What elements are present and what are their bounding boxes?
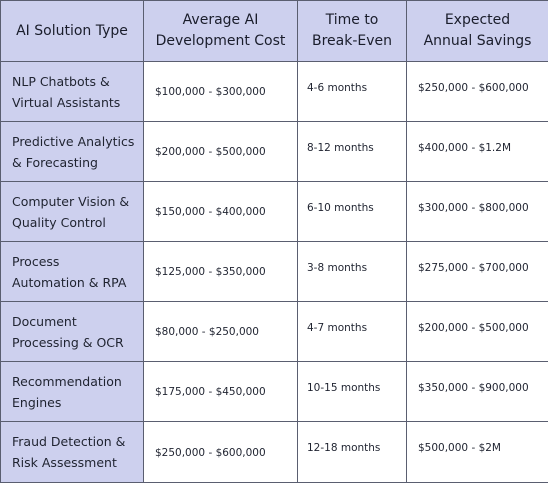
- header-line: Break-Even: [298, 31, 406, 52]
- header-line: Annual Savings: [407, 31, 548, 52]
- solution-type-cell: Predictive Analytics & Forecasting: [1, 122, 144, 182]
- table-row: Fraud Detection & Risk Assessment $250,0…: [1, 422, 548, 483]
- type-line: Engines: [12, 392, 139, 413]
- header-line: Average AI: [144, 10, 297, 31]
- break-even-cell: 12-18 months: [298, 422, 407, 483]
- type-line: Fraud Detection &: [12, 431, 139, 452]
- cost-cell: $150,000 - $400,000: [144, 182, 298, 242]
- solution-type-cell: Computer Vision & Quality Control: [1, 182, 144, 242]
- savings-cell: $300,000 - $800,000: [407, 182, 548, 242]
- cost-cell: $250,000 - $600,000: [144, 422, 298, 483]
- break-even-cell: 10-15 months: [298, 362, 407, 422]
- type-line: Quality Control: [12, 212, 139, 233]
- table-row: Process Automation & RPA $125,000 - $350…: [1, 242, 548, 302]
- solution-type-cell: Process Automation & RPA: [1, 242, 144, 302]
- savings-cell: $350,000 - $900,000: [407, 362, 548, 422]
- type-line: Risk Assessment: [12, 452, 139, 473]
- table-body: NLP Chatbots & Virtual Assistants $100,0…: [1, 62, 548, 483]
- type-line: Document: [12, 311, 139, 332]
- solution-type-cell: Recommendation Engines: [1, 362, 144, 422]
- solution-type-cell: Document Processing & OCR: [1, 302, 144, 362]
- cost-cell: $200,000 - $500,000: [144, 122, 298, 182]
- type-line: Processing & OCR: [12, 332, 139, 353]
- header-row: AI Solution Type Average AI Development …: [1, 1, 548, 62]
- savings-cell: $275,000 - $700,000: [407, 242, 548, 302]
- type-line: NLP Chatbots &: [12, 71, 139, 92]
- solution-type-cell: NLP Chatbots & Virtual Assistants: [1, 62, 144, 122]
- cost-cell: $80,000 - $250,000: [144, 302, 298, 362]
- header-annual-savings: Expected Annual Savings: [407, 1, 548, 62]
- savings-cell: $400,000 - $1.2M: [407, 122, 548, 182]
- header-solution-type: AI Solution Type: [1, 1, 144, 62]
- savings-cell: $250,000 - $600,000: [407, 62, 548, 122]
- type-line: Computer Vision &: [12, 191, 139, 212]
- savings-cell: $500,000 - $2M: [407, 422, 548, 483]
- solution-type-cell: Fraud Detection & Risk Assessment: [1, 422, 144, 483]
- type-line: Automation & RPA: [12, 272, 139, 293]
- break-even-cell: 6-10 months: [298, 182, 407, 242]
- header-line: AI Solution Type: [1, 21, 143, 42]
- savings-cell: $200,000 - $500,000: [407, 302, 548, 362]
- table-row: NLP Chatbots & Virtual Assistants $100,0…: [1, 62, 548, 122]
- type-line: Predictive Analytics: [12, 131, 139, 152]
- break-even-cell: 4-7 months: [298, 302, 407, 362]
- header-line: Expected: [407, 10, 548, 31]
- type-line: & Forecasting: [12, 152, 139, 173]
- table-row: Document Processing & OCR $80,000 - $250…: [1, 302, 548, 362]
- type-line: Process: [12, 251, 139, 272]
- break-even-cell: 8-12 months: [298, 122, 407, 182]
- cost-cell: $125,000 - $350,000: [144, 242, 298, 302]
- table-header: AI Solution Type Average AI Development …: [1, 1, 548, 62]
- break-even-cell: 3-8 months: [298, 242, 407, 302]
- table-row: Computer Vision & Quality Control $150,0…: [1, 182, 548, 242]
- header-development-cost: Average AI Development Cost: [144, 1, 298, 62]
- type-line: Recommendation: [12, 371, 139, 392]
- break-even-cell: 4-6 months: [298, 62, 407, 122]
- header-break-even: Time to Break-Even: [298, 1, 407, 62]
- header-line: Development Cost: [144, 31, 297, 52]
- type-line: Virtual Assistants: [12, 92, 139, 113]
- cost-cell: $100,000 - $300,000: [144, 62, 298, 122]
- cost-cell: $175,000 - $450,000: [144, 362, 298, 422]
- table-row: Recommendation Engines $175,000 - $450,0…: [1, 362, 548, 422]
- header-line: Time to: [298, 10, 406, 31]
- table-row: Predictive Analytics & Forecasting $200,…: [1, 122, 548, 182]
